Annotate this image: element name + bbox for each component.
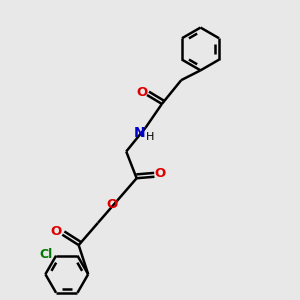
Text: O: O bbox=[106, 199, 118, 212]
Text: O: O bbox=[50, 225, 61, 238]
Text: O: O bbox=[155, 167, 166, 180]
Text: N: N bbox=[134, 126, 146, 140]
Text: Cl: Cl bbox=[39, 248, 52, 261]
Text: H: H bbox=[146, 132, 154, 142]
Text: O: O bbox=[136, 85, 147, 98]
